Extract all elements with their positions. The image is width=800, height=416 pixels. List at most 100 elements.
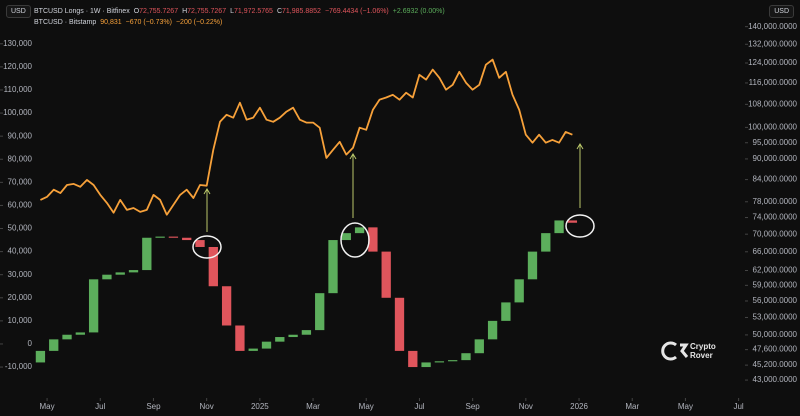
candle-body — [115, 272, 125, 275]
watermark: Crypto Rover — [690, 342, 716, 360]
y2-tick-label: 53,000.0000 — [753, 313, 798, 322]
y-tick-label: 130,000 — [3, 39, 32, 48]
watermark-text: Rover — [690, 351, 713, 360]
stat-label: C — [276, 8, 282, 15]
candle-body — [315, 293, 325, 331]
y2-tick-label: 62,000.0000 — [753, 266, 798, 275]
y2-tick-label: 74,000.0000 — [753, 213, 798, 222]
plot: 130,000 120,000 110,000 100,000 90,000 80,000… — [0, 22, 798, 411]
candle-body — [261, 341, 272, 349]
arrow-head — [203, 188, 211, 195]
y-tick-label: 80,000 — [8, 154, 33, 163]
candle-body — [554, 220, 564, 234]
candle-body — [434, 361, 445, 363]
stat-value: 72,755.7267 — [187, 8, 227, 15]
y-unit[interactable]: USD — [6, 5, 31, 18]
y2-tick-label: 140,000.0000 — [748, 22, 797, 31]
x-tick-label: 2025 — [251, 402, 269, 411]
candle-body — [394, 297, 405, 351]
candle-body — [341, 233, 351, 241]
y2-tick-label: 59,000.0000 — [753, 280, 798, 289]
candle-body — [221, 286, 232, 326]
candle-body — [75, 332, 85, 335]
x-tick-label: Mar — [625, 402, 639, 411]
y2-tick-label: 84,000.0000 — [753, 175, 798, 184]
candle-body — [527, 251, 538, 280]
candle-body — [567, 220, 578, 223]
highlight-ellipse — [192, 235, 222, 259]
x-tick-label: Nov — [200, 402, 214, 411]
candle-body — [182, 237, 192, 241]
logo-shape — [680, 343, 689, 358]
legend-stat: L71,972.5765 — [230, 8, 273, 15]
y2-tick-label: 45,200.0000 — [753, 360, 798, 369]
price-line — [40, 58, 573, 216]
candle-body — [541, 233, 551, 252]
candle-body — [328, 240, 338, 294]
stat-value: 72,755.7267 — [139, 8, 179, 15]
y2-tick-label: 56,000.0000 — [753, 296, 798, 305]
y2-tick-label: 50,000.0000 — [753, 330, 798, 339]
stat-label: H — [182, 8, 188, 15]
y2-tick-label: 47,600.0000 — [753, 345, 798, 354]
y-tick-label: 110,000 — [4, 85, 33, 94]
y-tick-label: 50,000 — [8, 224, 33, 233]
candle-body — [142, 237, 152, 271]
legend-stat: H72,755.7267 — [182, 8, 226, 15]
x-tick-label: May — [40, 402, 55, 411]
candle-body — [62, 334, 72, 340]
candle-body — [88, 279, 99, 333]
candle-body — [49, 339, 59, 351]
candle-body — [248, 348, 258, 351]
candle-body — [168, 236, 179, 238]
y2-tick-label: 100,000.0000 — [748, 122, 797, 131]
annotations — [192, 143, 595, 259]
y-tick-label: 90,000 — [8, 131, 33, 140]
highlight-ellipse — [565, 214, 595, 238]
x-tick-label: Nov — [519, 402, 533, 411]
y2-tick-label: 132,000.0000 — [748, 39, 797, 48]
candle-body — [102, 274, 112, 280]
legend-name: BTCUSD Longs · 1W · Bitfinex — [34, 8, 130, 15]
candle-body — [487, 320, 498, 340]
legend-row: BTCUSD · Bitstamp 90,831 −670 (−0.73%) −200… — [34, 19, 222, 26]
x-axis-band — [0, 398, 800, 416]
candle-body — [408, 350, 418, 368]
candle-body — [354, 227, 365, 234]
watermark-logo — [661, 341, 689, 361]
stat-value: −769.4434 (−1.06%) — [324, 8, 389, 15]
legend-stat: O72,755.7267 — [134, 8, 178, 15]
x-tick-label: May — [359, 402, 374, 411]
candle-body — [448, 360, 458, 362]
stat-value: 71,972.5765 — [234, 8, 273, 15]
y-tick-label: 20,000 — [8, 293, 33, 302]
y2-tick-label: 90,000.0000 — [753, 154, 798, 163]
x-tick-label: Jul — [733, 402, 743, 411]
candle-body — [514, 279, 524, 303]
y2-tick-label: 95,000.0000 — [753, 138, 798, 147]
y2-tick-label: 124,000.0000 — [748, 58, 797, 67]
y2-tick-label: 108,000.0000 — [748, 99, 797, 108]
candle-body — [155, 236, 165, 238]
arrow-head — [349, 153, 357, 160]
y2-tick-label: 78,000.0000 — [753, 197, 798, 206]
stat-value: 90,831 — [100, 19, 122, 26]
stat-value: 71,985.8852 — [282, 8, 321, 15]
x-tick-label: May — [678, 402, 693, 411]
candle-body — [275, 337, 285, 342]
y-tick-label: 100,000 — [3, 108, 32, 117]
candle-body — [474, 339, 484, 354]
candle-body — [288, 334, 298, 338]
y-tick-label: 40,000 — [8, 247, 33, 256]
stat-value: −200 (−0.22%) — [175, 19, 223, 26]
y2-unit[interactable]: USD — [769, 5, 794, 18]
candle-body — [235, 325, 245, 351]
logo-shape — [661, 341, 677, 361]
candle-body — [35, 350, 46, 363]
y-tick-label: -10,000 — [5, 362, 33, 371]
y-tick-label: 60,000 — [8, 201, 33, 210]
watermark-text: Crypto — [690, 342, 716, 351]
legend-name: BTCUSD · Bitstamp — [34, 19, 97, 26]
